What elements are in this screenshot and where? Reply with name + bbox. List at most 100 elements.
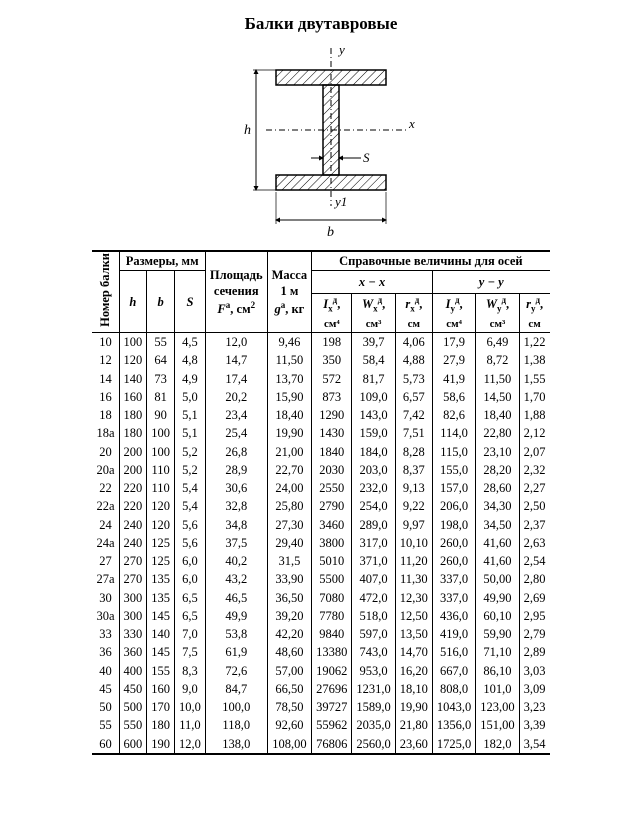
table-cell: 160 xyxy=(119,388,147,406)
table-cell: 518,0 xyxy=(352,607,395,625)
table-cell: 14,70 xyxy=(395,643,432,661)
table-cell: 3800 xyxy=(312,534,352,552)
table-cell: 11,0 xyxy=(175,716,206,734)
table-cell: 22,70 xyxy=(267,461,312,479)
table-cell: 92,60 xyxy=(267,716,312,734)
table-cell: 20,2 xyxy=(205,388,267,406)
table-cell: 22a xyxy=(92,497,119,515)
table-cell: 9,97 xyxy=(395,516,432,534)
dim-s-label: S xyxy=(363,150,370,165)
table-cell: 516,0 xyxy=(432,643,475,661)
table-cell: 120 xyxy=(119,351,147,369)
table-cell: 157,0 xyxy=(432,479,475,497)
table-cell: 337,0 xyxy=(432,570,475,588)
table-cell: 5,1 xyxy=(175,406,206,424)
table-cell: 2,07 xyxy=(519,443,549,461)
table-cell: 9,22 xyxy=(395,497,432,515)
table-cell: 360 xyxy=(119,643,147,661)
table-cell: 1430 xyxy=(312,424,352,442)
table-cell: 110 xyxy=(147,479,175,497)
table-cell: 9840 xyxy=(312,625,352,643)
col-area: Площадь сечения Fа, см2 xyxy=(205,251,267,333)
table-cell: 5500 xyxy=(312,570,352,588)
ibeam-table: Номер балки Размеры, мм Площадь сечения … xyxy=(92,250,549,755)
table-cell: 16 xyxy=(92,388,119,406)
table-cell: 100 xyxy=(147,443,175,461)
table-cell: 71,10 xyxy=(476,643,519,661)
table-cell: 49,90 xyxy=(476,589,519,607)
table-cell: 18 xyxy=(92,406,119,424)
table-cell: 72,6 xyxy=(205,662,267,680)
table-cell: 6,0 xyxy=(175,570,206,588)
table-cell: 232,0 xyxy=(352,479,395,497)
table-row: 333301407,053,842,209840597,013,50419,05… xyxy=(92,625,549,643)
table-cell: 60,10 xyxy=(476,607,519,625)
col-h: h xyxy=(129,295,136,309)
table-cell: 317,0 xyxy=(352,534,395,552)
table-row: 272701256,040,231,55010371,011,20260,041… xyxy=(92,552,549,570)
table-cell: 55 xyxy=(147,333,175,352)
col-ry: ryд,см xyxy=(519,293,549,333)
table-cell: 34,8 xyxy=(205,516,267,534)
table-cell: 8,72 xyxy=(476,351,519,369)
table-cell: 300 xyxy=(119,589,147,607)
table-cell: 2,27 xyxy=(519,479,549,497)
table-cell: 27,30 xyxy=(267,516,312,534)
table-cell: 27a xyxy=(92,570,119,588)
table-cell: 18,40 xyxy=(267,406,312,424)
table-cell: 84,7 xyxy=(205,680,267,698)
table-cell: 572 xyxy=(312,370,352,388)
table-cell: 60 xyxy=(92,735,119,754)
table-cell: 7,0 xyxy=(175,625,206,643)
table-cell: 6,0 xyxy=(175,552,206,570)
table-cell: 49,9 xyxy=(205,607,267,625)
axis-y-label: y xyxy=(337,42,345,57)
table-cell: 743,0 xyxy=(352,643,395,661)
table-cell: 873 xyxy=(312,388,352,406)
table-row: 202001005,226,821,001840184,08,28115,023… xyxy=(92,443,549,461)
table-row: 30a3001456,549,939,207780518,012,50436,0… xyxy=(92,607,549,625)
table-cell: 808,0 xyxy=(432,680,475,698)
table-cell: 2,54 xyxy=(519,552,549,570)
table-cell: 58,4 xyxy=(352,351,395,369)
table-cell: 1,55 xyxy=(519,370,549,388)
table-cell: 11,20 xyxy=(395,552,432,570)
table-cell: 20 xyxy=(92,443,119,461)
table-cell: 18a xyxy=(92,424,119,442)
table-cell: 17,4 xyxy=(205,370,267,388)
table-row: 363601457,561,948,6013380743,014,70516,0… xyxy=(92,643,549,661)
table-cell: 1043,0 xyxy=(432,698,475,716)
table-cell: 5010 xyxy=(312,552,352,570)
table-cell: 4,8 xyxy=(175,351,206,369)
table-cell: 7080 xyxy=(312,589,352,607)
table-cell: 64 xyxy=(147,351,175,369)
table-cell: 39,20 xyxy=(267,607,312,625)
table-cell: 140 xyxy=(147,625,175,643)
dim-h-label: h xyxy=(244,123,251,138)
table-cell: 46,5 xyxy=(205,589,267,607)
table-cell: 57,00 xyxy=(267,662,312,680)
table-cell: 2,12 xyxy=(519,424,549,442)
table-cell: 21,80 xyxy=(395,716,432,734)
table-cell: 118,0 xyxy=(205,716,267,734)
table-cell: 114,0 xyxy=(432,424,475,442)
table-cell: 78,50 xyxy=(267,698,312,716)
table-cell: 73 xyxy=(147,370,175,388)
table-row: 242401205,634,827,303460289,09,97198,034… xyxy=(92,516,549,534)
col-ix: Ixд,см⁴ xyxy=(312,293,352,333)
table-cell: 436,0 xyxy=(432,607,475,625)
table-cell: 550 xyxy=(119,716,147,734)
table-row: 303001356,546,536,507080472,012,30337,04… xyxy=(92,589,549,607)
table-cell: 17,9 xyxy=(432,333,475,352)
table-cell: 59,90 xyxy=(476,625,519,643)
table-cell: 61,9 xyxy=(205,643,267,661)
table-cell: 170 xyxy=(147,698,175,716)
table-cell: 198,0 xyxy=(432,516,475,534)
table-cell: 22 xyxy=(92,479,119,497)
table-row: 5050017010,0100,078,50397271589,019,9010… xyxy=(92,698,549,716)
table-cell: 135 xyxy=(147,570,175,588)
table-cell: 2035,0 xyxy=(352,716,395,734)
table-cell: 220 xyxy=(119,497,147,515)
col-rx: rxд,см xyxy=(395,293,432,333)
table-cell: 19,90 xyxy=(267,424,312,442)
